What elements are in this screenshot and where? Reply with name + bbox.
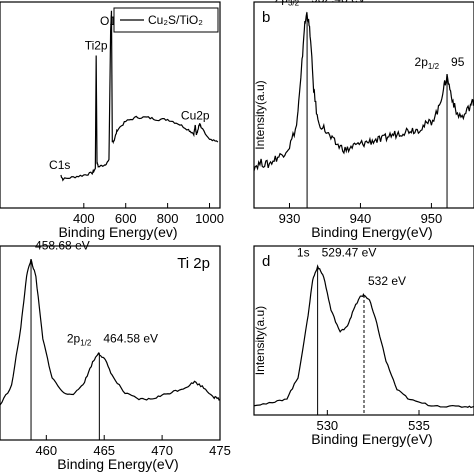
- legend-label: Cu₂S/TiO₂: [148, 13, 203, 27]
- x-tick-label: 940: [350, 211, 372, 226]
- x-tick-label: 400: [73, 211, 95, 226]
- peak-label: 2p1/2: [67, 332, 92, 348]
- x-tick-label: 535: [408, 418, 430, 433]
- x-axis-label: Binding Energy(eV): [57, 456, 178, 472]
- x-tick-label: 460: [35, 443, 57, 458]
- peak-value-label: 932.48 eV: [311, 0, 366, 5]
- panel-letter: b: [262, 9, 270, 26]
- x-tick-label: 470: [151, 443, 173, 458]
- peak-value-label: 529.47 eV: [322, 245, 377, 259]
- peak-label: 2p1/2: [415, 55, 440, 71]
- peak-label: 2p3/2: [275, 0, 300, 7]
- x-tick-label: 930: [279, 211, 301, 226]
- spectrum-line: [253, 11, 474, 172]
- peak-value-label: 95: [451, 55, 465, 69]
- peak-label: Cu2p: [181, 109, 210, 123]
- spectrum-line: [60, 10, 219, 182]
- spectrum-line: [253, 264, 474, 409]
- x-tick-label: 465: [93, 443, 115, 458]
- x-tick-label: 475: [209, 443, 231, 458]
- x-axis-label: Binding Energy(eV): [311, 431, 432, 447]
- peak-value-label: 458.68 eV: [35, 239, 90, 253]
- x-tick-label: 1000: [195, 211, 224, 226]
- x-axis-label: Binding Energy(ev): [58, 224, 177, 240]
- panel-letter: d: [262, 253, 270, 270]
- peak-value-label: 532 eV: [368, 274, 406, 288]
- peak-label: C1s: [49, 158, 70, 172]
- peak-label: Ti2p: [85, 39, 108, 53]
- x-axis-label: Binding Energy(eV): [311, 224, 432, 240]
- x-tick-label: 600: [115, 211, 137, 226]
- plot-frame: [253, 245, 474, 416]
- plot-frame: [0, 245, 221, 441]
- x-tick-label: 950: [421, 211, 443, 226]
- y-axis-label: Intensity(a.u): [253, 306, 267, 375]
- plot-frame: [253, 1, 474, 209]
- y-axis-label: Intensity(a.u): [253, 80, 267, 149]
- spectrum-line: [0, 258, 221, 406]
- x-tick-label: 800: [157, 211, 179, 226]
- plot-frame: [0, 1, 221, 209]
- panel-c: 460 465 470 475 Binding Energy(eV) Ti 2p 458.6…: [0, 239, 231, 472]
- panel-title: Ti 2p: [177, 255, 210, 272]
- peak-value-label: 464.58 eV: [103, 332, 158, 346]
- x-tick-label: 530: [316, 418, 338, 433]
- peak-label: 1s: [297, 245, 310, 259]
